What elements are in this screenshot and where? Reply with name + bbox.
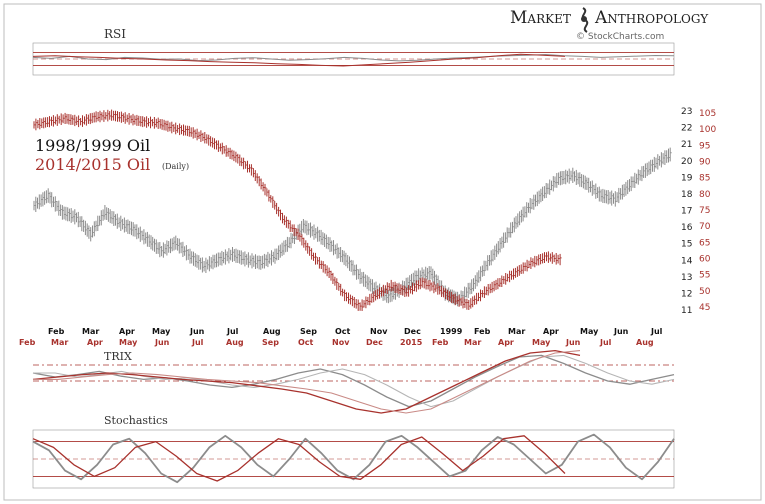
x-tick-1998-7: Sep: [300, 327, 317, 336]
x-axis-1998: Feb Mar Apr May Jun Jul Aug Sep Oct Nov Dec 1999 Feb…: [48, 327, 663, 336]
y-tick-2014-1: 100: [699, 125, 716, 135]
x-tick-2014-10: Dec: [366, 338, 383, 347]
y-tick-1998-5: 18: [681, 190, 693, 200]
x-tick-1998-15: May: [580, 327, 599, 336]
trix-panel: [32, 349, 675, 414]
x-tick-2014-15: May: [532, 338, 551, 347]
x-tick-1998-5: Jul: [226, 327, 239, 336]
x-tick-1998-17: Jul: [650, 327, 663, 336]
x-tick-1998-3: May: [152, 327, 171, 336]
x-tick-2014-11: 2015: [400, 338, 423, 347]
x-tick-2014-4: Jun: [154, 338, 170, 347]
rsi-series-2014: [32, 53, 566, 67]
x-tick-2014-7: Sep: [262, 338, 279, 347]
x-tick-2014-0: Feb: [19, 338, 36, 347]
legend-2014-label: 2014/2015 Oil: [35, 155, 150, 174]
x-tick-1998-16: Jun: [613, 327, 629, 336]
y-tick-1998-12: 11: [681, 306, 692, 316]
x-tick-1998-10: Dec: [404, 327, 421, 336]
rsi-panel: [32, 42, 675, 76]
x-tick-1998-4: Jun: [189, 327, 205, 336]
y-tick-1998-3: 20: [681, 157, 693, 167]
trix-signal-2014: [33, 350, 581, 414]
brand-title-market: Market: [510, 8, 571, 28]
x-tick-2014-14: Apr: [498, 338, 514, 347]
legend-daily-note: (Daily): [162, 162, 189, 171]
y-tick-2014-2: 95: [699, 141, 710, 151]
y-tick-1998-2: 21: [681, 140, 692, 150]
stoch-series-1998: [32, 433, 675, 484]
x-tick-1998-8: Oct: [335, 327, 351, 336]
x-tick-1998-1: Mar: [82, 327, 99, 336]
credit-text: © StockCharts.com: [576, 32, 664, 42]
y-tick-2014-8: 65: [699, 238, 710, 248]
y-tick-2014-12: 45: [699, 303, 710, 313]
x-tick-2014-17: Jul: [599, 338, 612, 347]
x-tick-2014-5: Jul: [191, 338, 204, 347]
x-tick-2014-12: Feb: [432, 338, 449, 347]
y-tick-2014-3: 90: [699, 158, 711, 168]
x-tick-1998-6: Aug: [263, 327, 281, 336]
x-tick-2014-3: May: [119, 338, 138, 347]
x-tick-2014-13: Mar: [464, 338, 481, 347]
right-axes: 23 22 21 20 19 18 17 16 15 14 13 12 11 105 100 95 90 85 80…: [681, 107, 716, 316]
y-tick-2014-9: 60: [699, 255, 711, 265]
trix-series-1998: [32, 354, 675, 408]
x-tick-2014-16: Jun: [565, 338, 581, 347]
y-tick-1998-9: 14: [681, 256, 693, 266]
y-tick-1998-11: 12: [681, 289, 692, 299]
y-tick-1998-4: 19: [681, 173, 693, 183]
brand-logo-icon: [581, 7, 589, 33]
y-tick-1998-1: 22: [681, 124, 692, 134]
x-axis-2014: Feb Mar Apr May Jun Jul Aug Sep Oct Nov Dec 2015 Feb…: [19, 338, 654, 347]
stoch-series-2014: [32, 435, 566, 482]
x-tick-2014-6: Aug: [226, 338, 244, 347]
rsi-series-1998: [32, 54, 675, 62]
y-tick-2014-11: 50: [699, 287, 711, 297]
x-tick-2014-2: Apr: [87, 338, 103, 347]
x-tick-2014-9: Nov: [332, 338, 350, 347]
y-tick-1998-6: 17: [681, 207, 692, 217]
x-tick-1998-11: 1999: [440, 327, 463, 336]
y-tick-2014-6: 75: [699, 206, 710, 216]
y-tick-1998-10: 13: [681, 273, 692, 283]
y-tick-2014-7: 70: [699, 222, 711, 232]
trix-title: TRIX: [104, 350, 132, 363]
y-tick-1998-8: 15: [681, 240, 692, 250]
x-tick-1998-13: Mar: [508, 327, 525, 336]
y-tick-2014-10: 55: [699, 271, 710, 281]
x-tick-1998-9: Nov: [370, 327, 388, 336]
y-tick-2014-0: 105: [699, 109, 716, 119]
page-frame: [3, 3, 762, 501]
x-tick-2014-18: Aug: [636, 338, 654, 347]
legend-1998-label: 1998/1999 Oil: [35, 136, 150, 155]
x-tick-1998-14: Apr: [543, 327, 559, 336]
rsi-title: RSI: [104, 27, 126, 41]
x-tick-1998-2: Apr: [119, 327, 135, 336]
y-tick-1998-7: 16: [681, 223, 693, 233]
stochastics-panel: [32, 429, 675, 489]
x-tick-2014-8: Oct: [298, 338, 314, 347]
x-tick-1998-0: Feb: [48, 327, 65, 336]
price-panel: [33, 109, 672, 311]
x-tick-2014-1: Mar: [51, 338, 68, 347]
x-tick-1998-12: Feb: [474, 327, 491, 336]
brand-title-anthropology: Anthropology: [594, 8, 709, 28]
stochastics-title: Stochastics: [104, 414, 168, 427]
y-tick-2014-4: 85: [699, 174, 710, 184]
y-tick-2014-5: 80: [699, 190, 711, 200]
y-tick-1998-0: 23: [681, 107, 692, 117]
